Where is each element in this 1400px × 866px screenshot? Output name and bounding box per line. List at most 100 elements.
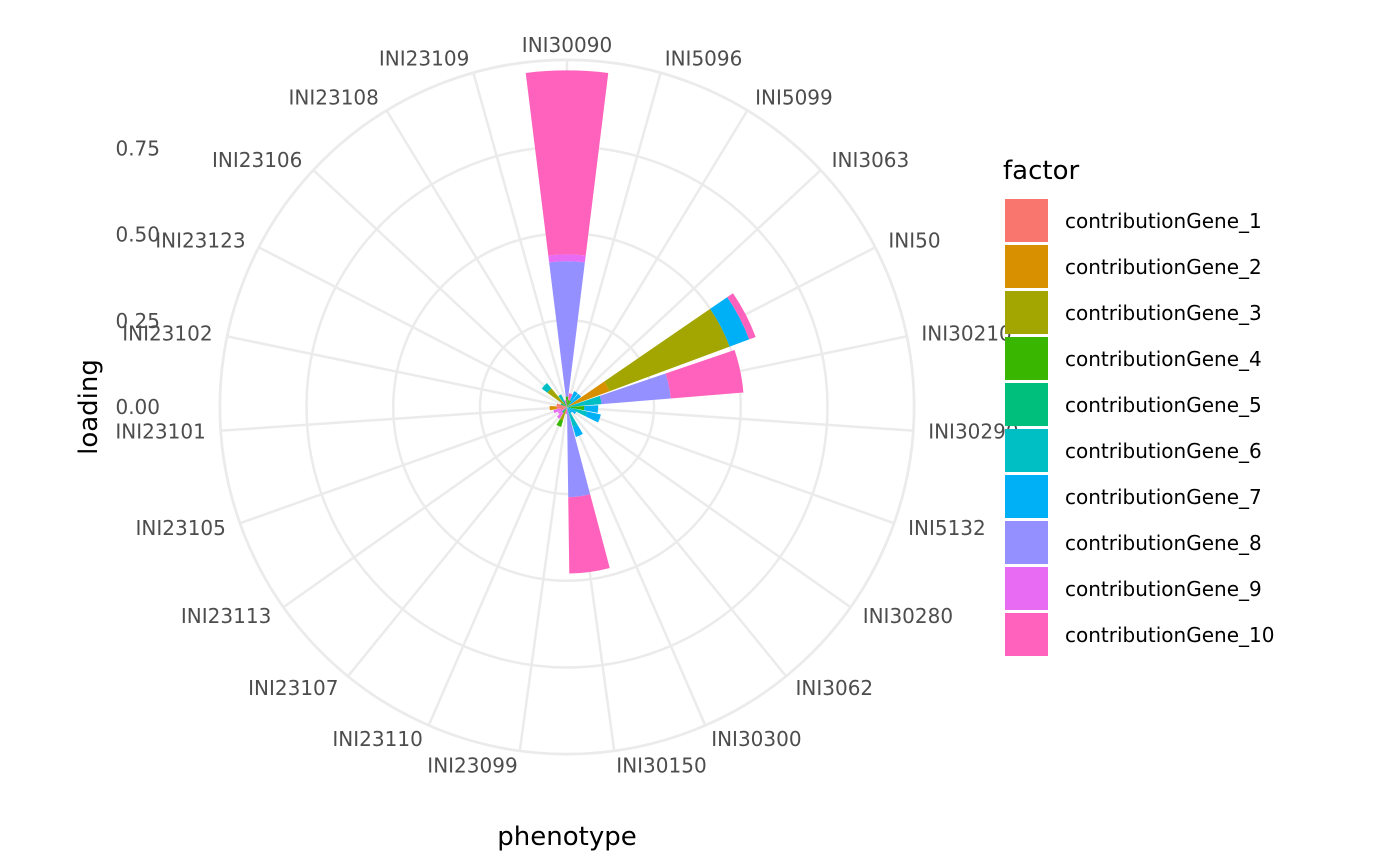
bar-contributionGene_10-INI30210 <box>665 350 744 399</box>
grid-spoke <box>347 406 568 677</box>
grid-spoke <box>565 72 662 408</box>
tick-label-INI5096: INI5096 <box>665 46 743 70</box>
y-tick-label: 0.25 <box>115 309 160 333</box>
legend-key-contributionGene_8 <box>1005 521 1048 564</box>
legend-key-contributionGene_10 <box>1005 613 1048 656</box>
bar-contributionGene_9-INI23113 <box>557 407 567 415</box>
tick-label-INI30300: INI30300 <box>711 727 801 751</box>
bar-contributionGene_6-INI30210 <box>567 395 602 407</box>
legend-label-contributionGene_6: contributionGene_6 <box>1065 439 1262 463</box>
bar-contributionGene_9-INI23107 <box>556 411 564 419</box>
bar-contributionGene_5-INI23123 <box>560 403 567 407</box>
legend-key-contributionGene_4 <box>1005 337 1048 380</box>
tick-label-INI50: INI50 <box>888 229 940 253</box>
legend-label-contributionGene_1: contributionGene_1 <box>1065 209 1262 233</box>
legend-label-contributionGene_3: contributionGene_3 <box>1065 301 1262 325</box>
bars <box>525 70 756 574</box>
legend-key-contributionGene_5 <box>1005 383 1048 426</box>
legend: factor contributionGene_1 contributionGen… <box>1003 156 1274 656</box>
grid-spoke <box>518 406 569 751</box>
tick-label-INI23105: INI23105 <box>136 516 226 540</box>
legend-title: factor <box>1003 156 1079 186</box>
bar-contributionGene_4-INI30090 <box>565 396 569 407</box>
tick-label-INI5099: INI5099 <box>755 86 833 110</box>
y-tick-label: 0.50 <box>115 223 160 247</box>
tick-label-INI30290: INI30290 <box>928 420 1018 444</box>
tick-label-INI23107: INI23107 <box>248 676 338 700</box>
tick-label-INI30210: INI30210 <box>921 321 1011 345</box>
grid-spoke <box>566 406 787 677</box>
y-tick-label: 0.00 <box>115 395 160 419</box>
bar-contributionGene_7-INI30280 <box>567 407 577 415</box>
bar-contributionGene_1-INI23105 <box>560 407 567 411</box>
grid-spoke <box>565 406 707 726</box>
bar-contributionGene_1-INI23101 <box>556 406 567 409</box>
bar-contributionGene_7-INI5099 <box>569 391 578 402</box>
grid-spoke <box>282 405 568 609</box>
bar-contributionGene_4-INI5099 <box>567 400 572 407</box>
bar-contributionGene_4-INI30290 <box>567 406 585 411</box>
legend-label-contributionGene_8: contributionGene_8 <box>1065 531 1262 555</box>
y-axis-title: loading <box>74 359 104 455</box>
bar-contributionGene_8-INI30150 <box>567 407 591 498</box>
legend-label-contributionGene_9: contributionGene_9 <box>1065 577 1262 601</box>
legend-key-contributionGene_6 <box>1005 429 1048 472</box>
legend-label-contributionGene_2: contributionGene_2 <box>1065 255 1262 279</box>
legend-label-contributionGene_10: contributionGene_10 <box>1065 623 1274 647</box>
bar-contributionGene_2-INI23101 <box>549 406 557 411</box>
bar-contributionGene_1-INI23102 <box>556 403 567 407</box>
bar-contributionGene_7-INI5132 <box>585 411 601 423</box>
bar-contributionGene_8-INI30090 <box>549 261 585 397</box>
legend-key-contributionGene_3 <box>1005 291 1048 334</box>
grid-spoke <box>565 109 749 408</box>
tick-label-INI23110: INI23110 <box>332 727 422 751</box>
grid-spoke <box>227 335 568 409</box>
tick-label-INI23109: INI23109 <box>379 46 469 70</box>
y-tick-label: 0.75 <box>115 136 160 160</box>
legend-label-contributionGene_4: contributionGene_4 <box>1065 347 1262 371</box>
bar-contributionGene_5-INI23107 <box>561 407 567 413</box>
bar-contributionGene_6-INI30300 <box>567 407 578 427</box>
legend-key-contributionGene_1 <box>1005 199 1048 242</box>
bar-contributionGene_5-INI23108 <box>562 400 567 407</box>
tick-label-INI3062: INI3062 <box>796 676 874 700</box>
grid-spoke <box>427 406 569 726</box>
grid-spoke <box>472 72 569 408</box>
bar-contributionGene_6-INI23108 <box>558 394 565 402</box>
legend-label-contributionGene_7: contributionGene_7 <box>1065 485 1262 509</box>
legend-label-contributionGene_5: contributionGene_5 <box>1065 393 1262 417</box>
grid-spoke <box>566 405 852 609</box>
bar-contributionGene_10-INI5096 <box>568 393 573 401</box>
bar-contributionGene_7-INI50 <box>710 297 750 347</box>
tick-label-INI30150: INI30150 <box>616 754 706 778</box>
bar-contributionGene_10-INI30150 <box>568 494 610 574</box>
bar-contributionGene_6-INI23106 <box>541 383 552 393</box>
tick-label-INI5132: INI5132 <box>908 516 986 540</box>
tick-label-INI23099: INI23099 <box>427 754 517 778</box>
tick-label-INI23101: INI23101 <box>115 420 205 444</box>
x-axis-title: phenotype <box>497 822 636 852</box>
bar-contributionGene_8-INI30210 <box>599 373 671 405</box>
bar-contributionGene_10-INI23099 <box>565 407 567 414</box>
tick-label-INI23102: INI23102 <box>122 321 212 345</box>
grid-spoke <box>566 169 822 408</box>
grid-spoke <box>385 109 569 408</box>
tick-label-INI23106: INI23106 <box>212 148 302 172</box>
bar-contributionGene_6-INI5132 <box>567 407 588 417</box>
bar-contributionGene_7-INI3063 <box>567 393 582 407</box>
legend-key-contributionGene_9 <box>1005 567 1048 610</box>
bar-contributionGene_4-INI5096 <box>567 400 570 407</box>
grid-spoke <box>258 246 568 409</box>
bar-contributionGene_9-INI23109 <box>564 400 567 407</box>
tick-label-INI23123: INI23123 <box>155 229 245 253</box>
loading-tick-labels: 0.00 0.25 0.50 0.75 <box>115 136 160 419</box>
bar-contributionGene_7-INI30300 <box>572 424 583 437</box>
phenotype-tick-labels: INI30090 INI5096 INI5099 INI3063 INI50 INI302… <box>115 33 1018 778</box>
grid-spoke <box>239 405 568 525</box>
tick-label-INI30090: INI30090 <box>522 33 612 57</box>
bar-contributionGene_7-INI30290 <box>584 405 599 413</box>
bar-contributionGene_9-INI30090 <box>548 254 586 263</box>
legend-key-contributionGene_7 <box>1005 475 1048 518</box>
tick-label-INI30280: INI30280 <box>863 604 953 628</box>
